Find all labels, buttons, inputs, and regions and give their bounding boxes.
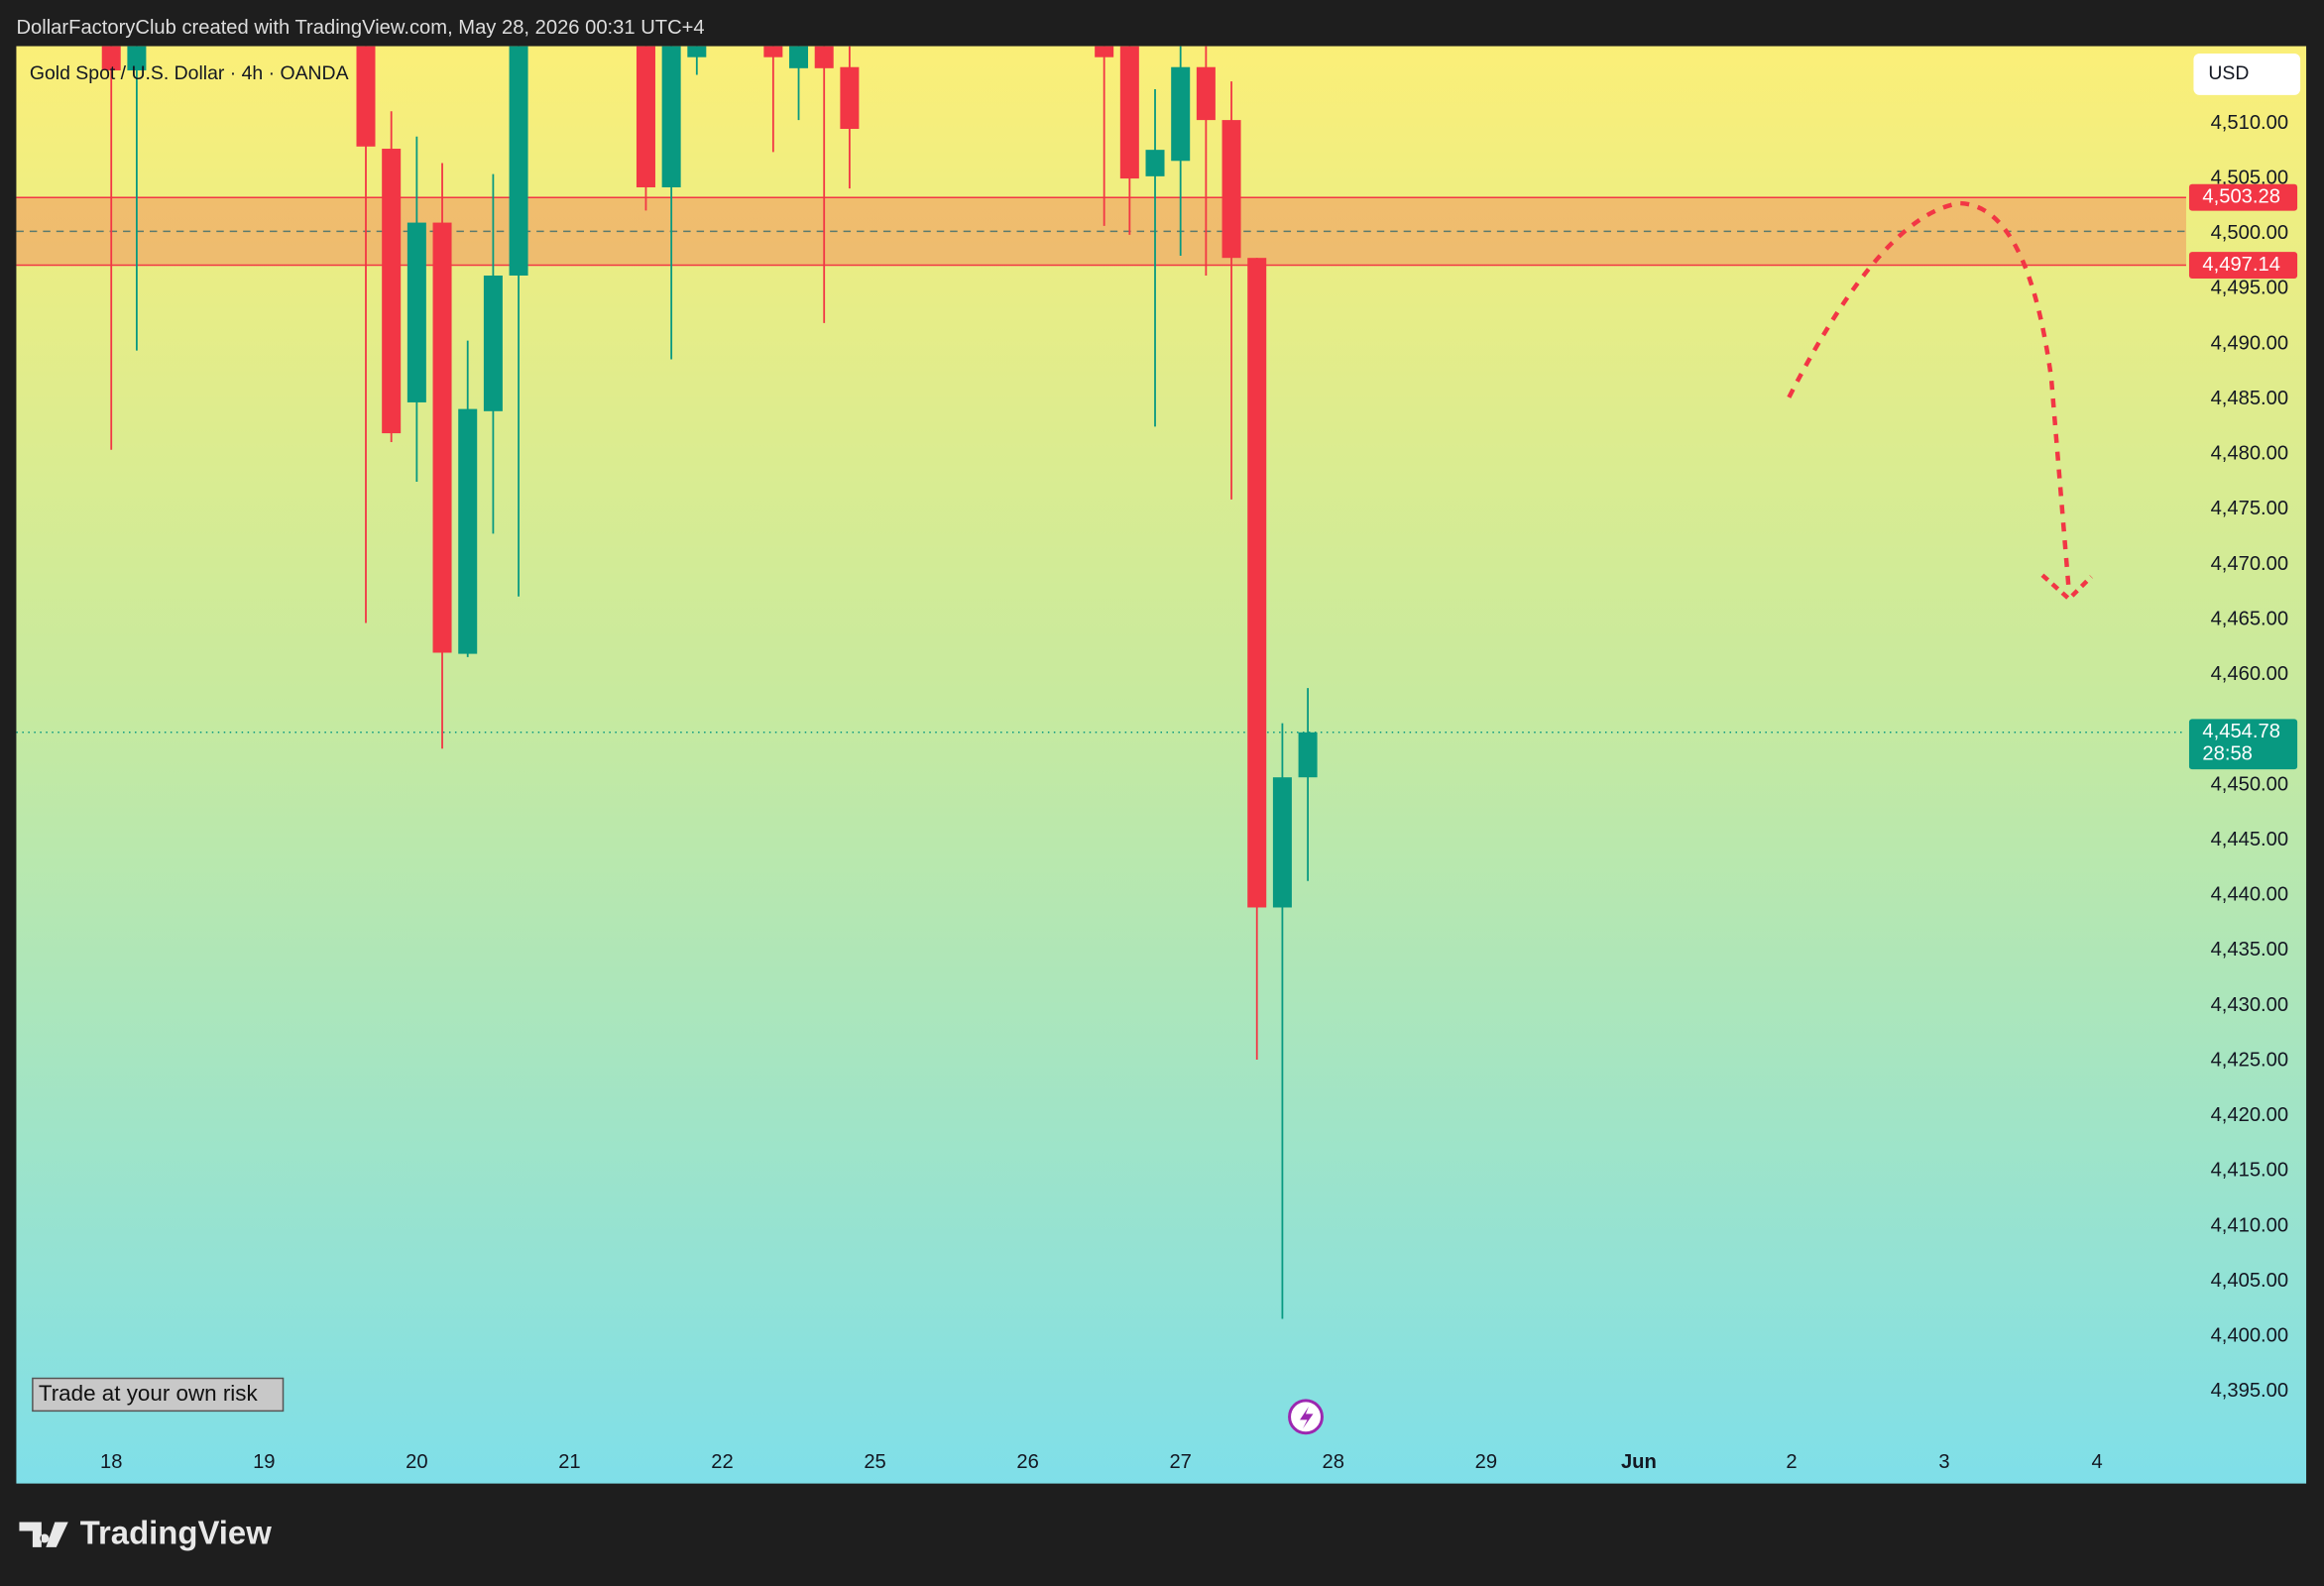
x-tick-label: 19 [253, 1451, 275, 1473]
x-tick-label: 2 [1786, 1451, 1797, 1473]
candle-body [1196, 66, 1216, 121]
x-tick-label: 18 [100, 1451, 122, 1473]
plot-area [16, 46, 2186, 1319]
last-price-label: 4,454.78 [2202, 721, 2280, 742]
y-tick-label: 4,420.00 [2211, 1104, 2289, 1126]
y-tick-label: 4,505.00 [2211, 167, 2289, 188]
candle-body [356, 46, 376, 147]
y-tick-label: 4,495.00 [2211, 278, 2289, 299]
candle-body [789, 46, 809, 68]
x-tick-label: Jun [1621, 1451, 1657, 1473]
candle-body [1119, 46, 1139, 179]
y-tick-label: 4,415.00 [2211, 1160, 2289, 1182]
last-price-box [2188, 719, 2298, 770]
event-bolt [1300, 1406, 1314, 1429]
y-tick-label: 4,480.00 [2211, 443, 2289, 465]
candle-body [509, 46, 528, 276]
y-tick-label: 4,400.00 [2211, 1325, 2289, 1347]
candle-body [1272, 777, 1292, 908]
candle-body [1221, 120, 1241, 259]
note-box [32, 1377, 285, 1413]
candle-body [483, 275, 503, 411]
x-tick-label: 21 [558, 1451, 580, 1473]
currency-box[interactable] [2193, 54, 2301, 95]
y-tick-label: 4,435.00 [2211, 939, 2289, 961]
y-tick-label: 4,490.00 [2211, 332, 2289, 354]
candle-body [1247, 258, 1267, 908]
y-tick-label: 4,510.00 [2211, 112, 2289, 134]
x-tick-label: 29 [1475, 1451, 1497, 1473]
y-tick-label: 4,485.00 [2211, 388, 2289, 409]
y-tick-label: 4,425.00 [2211, 1049, 2289, 1071]
y-tick-label: 4,440.00 [2211, 884, 2289, 906]
candle-body [458, 408, 478, 654]
candle-body [840, 66, 860, 130]
logo-mark [19, 1522, 68, 1547]
candle-body [382, 149, 402, 434]
x-tick-label: 26 [1016, 1451, 1038, 1473]
zone-price-box [2188, 252, 2298, 279]
candle-body [687, 46, 707, 57]
x-tick-label: 4 [2091, 1451, 2102, 1473]
price-axis: 4,395.00 4,400.00 4,405.00 4,410.00 4,415.00… [100, 112, 2298, 1473]
y-tick-label: 4,500.00 [2211, 222, 2289, 244]
y-tick-label: 4,475.00 [2211, 498, 2289, 519]
currency[interactable]: USD [2208, 62, 2249, 84]
x-tick-label: 20 [406, 1451, 427, 1473]
y-tick-label: 4,410.00 [2211, 1214, 2289, 1236]
candle-body [661, 46, 681, 187]
note: Trade at your own risk [39, 1381, 259, 1406]
y-tick-label: 4,470.00 [2211, 553, 2289, 575]
countdown: 28:58 [2202, 743, 2252, 765]
candle-body [1171, 66, 1191, 162]
x-tick-label: 25 [864, 1451, 885, 1473]
y-tick-label: 4,430.00 [2211, 994, 2289, 1016]
candle-body [127, 46, 147, 71]
zone-price-label: 4,497.14 [2202, 254, 2280, 276]
candle-body [1298, 732, 1318, 778]
zone-price-label: 4,503.28 [2202, 186, 2280, 208]
projection-arrow [1787, 200, 2072, 594]
y-tick-label: 4,395.00 [2211, 1380, 2289, 1402]
y-tick-label: 4,405.00 [2211, 1270, 2289, 1292]
symbol-title: Gold Spot / U.S. Dollar · 4h · OANDA [30, 62, 349, 84]
candle-body [814, 46, 834, 68]
logo-text: TradingView [80, 1515, 272, 1551]
arrow-head [2040, 573, 2093, 603]
x-tick-label: 3 [1938, 1451, 1949, 1473]
zone-price-box [2188, 183, 2298, 211]
candle-body [407, 222, 426, 402]
x-tick-label: 27 [1169, 1451, 1191, 1473]
candle-body [1095, 46, 1114, 57]
header: DollarFactoryClub created with TradingVi… [16, 17, 704, 39]
y-tick-label: 4,465.00 [2211, 608, 2289, 629]
logo: TradingView [19, 1515, 272, 1551]
y-tick-label: 4,450.00 [2211, 773, 2289, 795]
candle-body [763, 46, 783, 57]
candle-body [1145, 150, 1165, 176]
y-tick-label: 4,445.00 [2211, 829, 2289, 850]
candle-body [636, 46, 655, 187]
x-tick-label: 28 [1323, 1451, 1344, 1473]
candle-body [432, 222, 452, 653]
x-tick-label: 22 [711, 1451, 733, 1473]
y-tick-label: 4,460.00 [2211, 663, 2289, 685]
candle-body [101, 46, 121, 71]
